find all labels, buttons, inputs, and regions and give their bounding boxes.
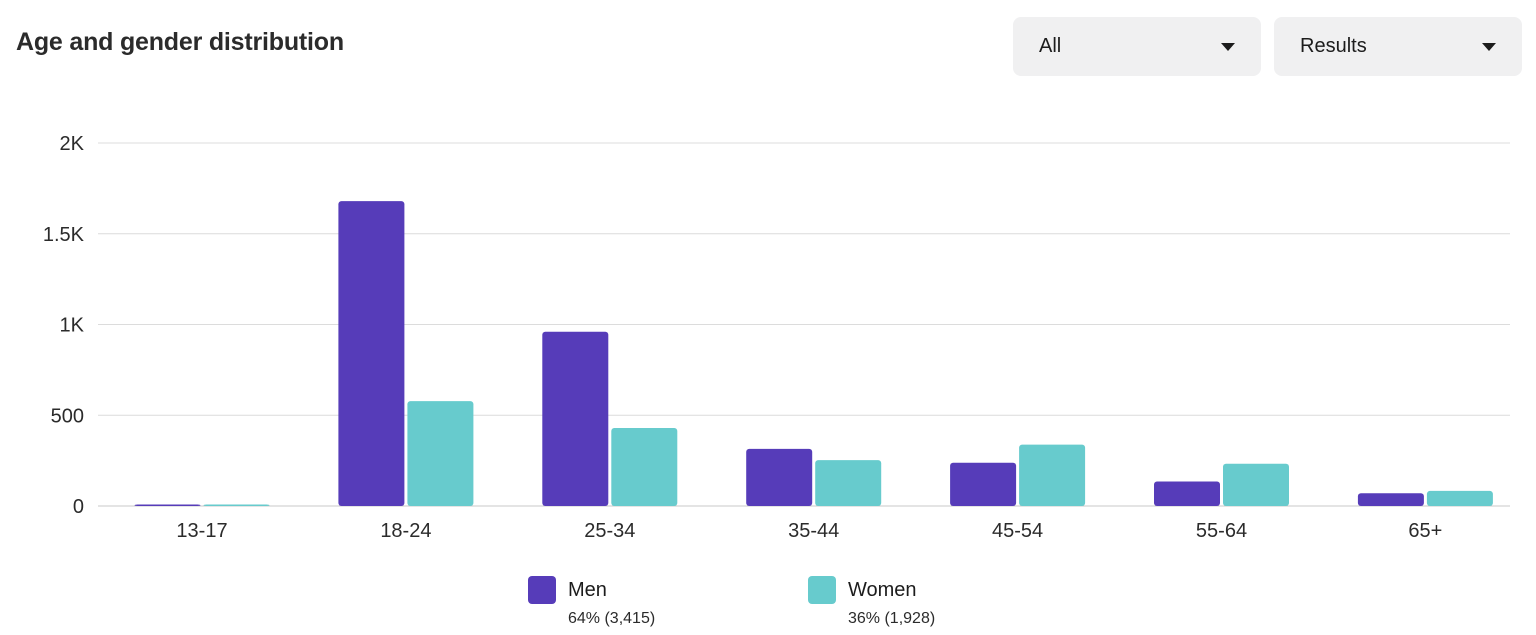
y-tick-label: 2K (60, 133, 85, 155)
x-tick-label: 35-44 (788, 520, 839, 542)
legend-value-men: 64% (3,415) (568, 610, 656, 627)
legend-label-men: Men (568, 579, 607, 601)
bar-men-35-44 (746, 448, 813, 506)
bar-women-35-44 (815, 460, 882, 506)
x-tick-label: 45-54 (992, 520, 1043, 542)
bar-women-25-34 (611, 427, 678, 506)
chevron-down-icon (1221, 43, 1235, 51)
y-tick-label: 500 (51, 405, 84, 427)
legend-value-women: 36% (1,928) (848, 610, 936, 627)
bar-men-65+ (1357, 493, 1424, 506)
x-tick-label: 55-64 (1196, 520, 1247, 542)
page-title: Age and gender distribution (16, 28, 344, 56)
bar-men-25-34 (542, 331, 609, 506)
chevron-down-icon (1482, 43, 1496, 51)
audience-filter-dropdown[interactable]: All (1013, 17, 1261, 76)
y-tick-label: 0 (73, 496, 84, 518)
y-tick-label: 1.5K (43, 224, 85, 246)
bar-men-55-64 (1154, 481, 1220, 506)
bar-women-45-54 (1019, 444, 1086, 506)
bar-men-13-17 (134, 504, 201, 506)
bar-women-13-17 (203, 504, 270, 506)
metric-value: Results (1300, 35, 1367, 57)
legend-label-women: Women (848, 579, 917, 601)
age-gender-bar-chart: 0 500 1K 1.5K 2K 13-17 18-24 25-34 35-44 45-54 55-… (43, 133, 1510, 542)
y-tick-label: 1K (60, 315, 85, 337)
bar-women-18-24 (407, 401, 474, 506)
x-tick-label: 13-17 (176, 520, 227, 542)
bar-men-18-24 (338, 201, 405, 506)
bar-women-55-64 (1223, 463, 1289, 506)
bar-men-45-54 (950, 462, 1017, 506)
metric-dropdown[interactable]: Results (1274, 17, 1522, 76)
audience-filter-value: All (1039, 35, 1062, 57)
x-tick-label: 65+ (1408, 520, 1442, 542)
legend-swatch-women (808, 576, 836, 604)
bar-women-65+ (1426, 490, 1493, 506)
legend-swatch-men (528, 576, 556, 604)
x-tick-label: 25-34 (584, 520, 635, 542)
x-tick-label: 18-24 (380, 520, 431, 542)
